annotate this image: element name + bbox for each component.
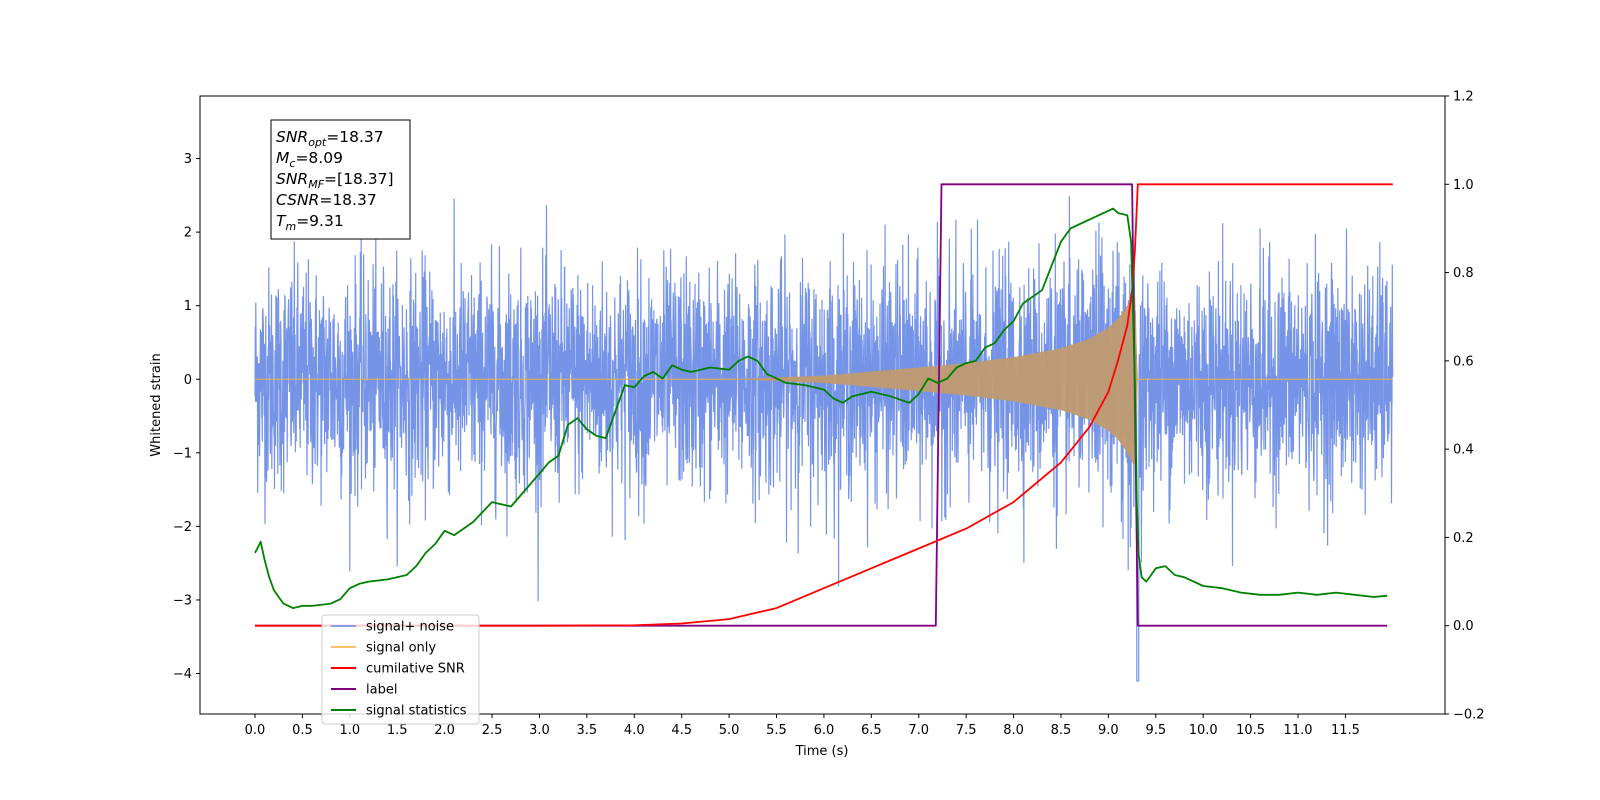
stats-annotation-line: SNRMF=[18.37]: [276, 170, 394, 191]
x-tick-label: 8.5: [1051, 723, 1072, 738]
x-tick-label: 7.5: [956, 723, 977, 738]
x-tick-label: 0.0: [245, 723, 266, 738]
y-left-tick-label: −2: [173, 520, 192, 535]
y-left-tick-label: −1: [173, 446, 192, 461]
y-left-tick-label: 3: [184, 152, 192, 167]
x-tick-label: 11.0: [1284, 723, 1313, 738]
series-signal-only: [254, 293, 1393, 466]
legend-label: signal statistics: [366, 704, 467, 719]
legend-label: cumilative SNR: [366, 662, 465, 677]
x-tick-label: 8.0: [1003, 723, 1024, 738]
y-left-tick-label: −4: [173, 667, 192, 682]
x-axis-label: Time (s): [795, 744, 849, 759]
stats-annotation-line: Mc=8.09: [276, 149, 343, 170]
series-cumulative-snr: [255, 183, 1393, 627]
legend-frame: [321, 614, 480, 725]
x-tick-label: 3.5: [577, 723, 598, 738]
y-right-tick-label: 0.0: [1453, 619, 1474, 634]
series-label: [255, 183, 1388, 627]
x-tick-label: 9.5: [1145, 723, 1166, 738]
x-tick-label: 6.5: [861, 723, 882, 738]
x-tick-label: 4.0: [624, 723, 645, 738]
y-right-tick-label: 0.8: [1453, 266, 1474, 281]
y-axis-right-ticks: 1.2 1.0 0.8 0.6 0.4 0.2 0.0 −0.2: [1445, 90, 1485, 723]
x-tick-label: 10.5: [1236, 723, 1265, 738]
series-signal-statistics: [254, 207, 1388, 609]
series-signal-noise: [254, 196, 1394, 682]
y-left-tick-label: 1: [184, 299, 192, 314]
x-tick-label: 2.5: [482, 723, 503, 738]
y-right-tick-label: 0.4: [1453, 443, 1474, 458]
legend-label: label: [366, 683, 397, 698]
stats-annotation-frame: [270, 119, 411, 240]
x-tick-label: 5.5: [766, 723, 787, 738]
stats-annotation-line: Tm=9.31: [276, 212, 344, 233]
y-left-tick-label: 2: [184, 226, 192, 241]
x-tick-label: 9.0: [1098, 723, 1119, 738]
x-tick-label: 3.0: [529, 723, 550, 738]
x-tick-label: 4.5: [671, 723, 692, 738]
x-axis-ticks: 0.0 0.5 1.0 1.5 2.0 2.5 3.0 3.5 4.0 4.5 5.0 5.5 6.0 6…: [245, 714, 1360, 738]
x-tick-label: 0.5: [292, 723, 313, 738]
plot-area: [254, 183, 1394, 682]
y-left-tick-label: 0: [184, 373, 192, 388]
axes-frame: [199, 95, 1446, 715]
legend: signal+ noise signal only cumilative SNR la…: [321, 614, 480, 725]
y-right-tick-label: −0.2: [1453, 708, 1485, 723]
y-right-tick-label: 0.6: [1453, 354, 1474, 369]
y-axis-left-label: Whitened strain: [149, 353, 164, 456]
legend-label: signal only: [366, 641, 436, 656]
stats-annotation-line: CSNR=18.37: [276, 191, 377, 209]
legend-label: signal+ noise: [366, 620, 454, 635]
stats-annotation-line: SNRopt=18.37: [276, 128, 384, 149]
x-tick-label: 7.0: [908, 723, 929, 738]
y-right-tick-label: 1.0: [1453, 178, 1474, 193]
y-axis-left-ticks: 3 2 1 0 −1 −2 −3 −4: [173, 152, 200, 682]
x-tick-label: 5.0: [719, 723, 740, 738]
x-tick-label: 10.0: [1189, 723, 1218, 738]
y-right-tick-label: 1.2: [1453, 90, 1474, 105]
y-left-tick-label: −3: [173, 593, 192, 608]
x-tick-label: 1.5: [387, 723, 408, 738]
y-right-tick-label: 0.2: [1453, 531, 1474, 546]
x-tick-label: 1.0: [339, 723, 360, 738]
x-tick-label: 6.0: [814, 723, 835, 738]
x-tick-label: 2.0: [434, 723, 455, 738]
x-tick-label: 11.5: [1331, 723, 1360, 738]
stats-annotation-box: SNRopt=18.37Mc=8.09SNRMF=[18.37]CSNR=18.…: [270, 119, 411, 240]
signal-only-chirp: [729, 293, 1138, 466]
